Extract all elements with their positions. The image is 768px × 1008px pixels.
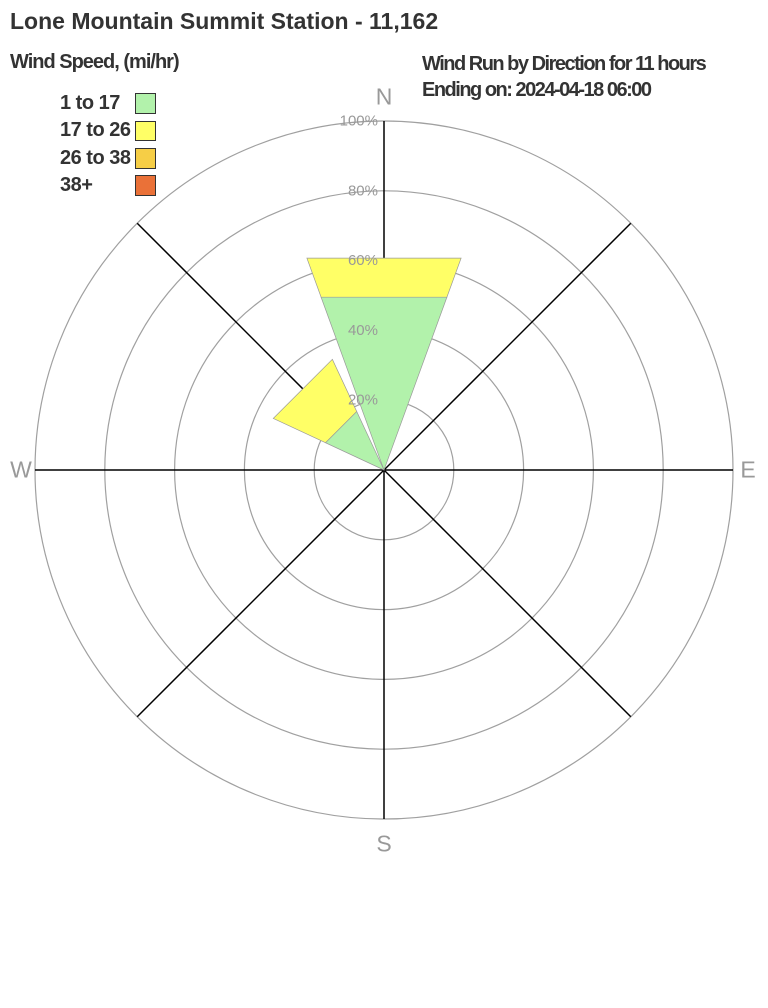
svg-text:E: E bbox=[740, 457, 755, 483]
svg-text:60%: 60% bbox=[348, 252, 378, 269]
svg-text:20%: 20% bbox=[348, 392, 378, 409]
svg-text:W: W bbox=[10, 457, 32, 483]
svg-text:100%: 100% bbox=[340, 113, 378, 130]
svg-text:S: S bbox=[376, 831, 391, 857]
svg-text:40%: 40% bbox=[348, 322, 378, 339]
svg-text:N: N bbox=[376, 84, 393, 110]
svg-text:80%: 80% bbox=[348, 182, 378, 199]
